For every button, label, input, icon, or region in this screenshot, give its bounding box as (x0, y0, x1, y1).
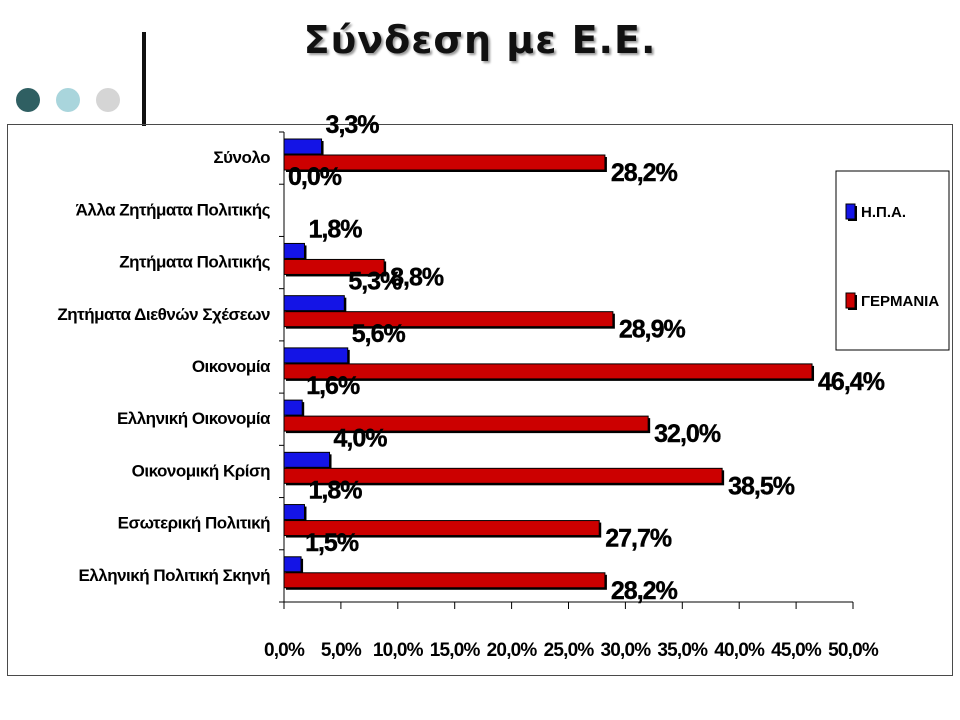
bar-usa (283, 138, 323, 155)
value-label-germany: 38,5% (728, 472, 795, 500)
x-tick-label: 45,0% (771, 640, 822, 661)
category-label: Οικονομία (192, 357, 271, 376)
value-label-usa: 1,8% (308, 215, 362, 243)
value-label-usa: 0,0% (288, 163, 342, 191)
category-label: Εσωτερική Πολιτική (118, 514, 270, 533)
category-label: Ζητήματα Πολιτικής (119, 253, 270, 272)
value-label-usa: 1,6% (306, 372, 360, 400)
bar-germany (283, 363, 813, 380)
x-tick-label: 5,0% (321, 640, 362, 661)
legend-label-germany: ΓΕΡΜΑΝΙΑ (861, 293, 939, 310)
bar-usa (283, 347, 349, 364)
legend-label-usa: Η.Π.Α. (861, 204, 906, 221)
value-label-usa: 1,5% (305, 529, 359, 557)
decorative-dot-dark (16, 88, 40, 112)
category-label: Ελληνική Πολιτική Σκηνή (78, 566, 270, 585)
legend-box (835, 170, 950, 351)
x-tick-label: 30,0% (600, 640, 651, 661)
chart-frame (7, 124, 953, 676)
value-label-germany: 28,2% (611, 159, 678, 187)
x-tick-label: 25,0% (544, 640, 595, 661)
bar-usa (283, 556, 302, 573)
axis-layer (279, 131, 854, 609)
value-label-germany: 8,8% (390, 263, 444, 291)
bar-usa (283, 504, 305, 521)
x-tick-label: 15,0% (430, 640, 481, 661)
bar-usa (283, 451, 331, 468)
bar-germany (283, 311, 614, 328)
x-tick-label: 40,0% (714, 640, 765, 661)
value-label-usa: 5,6% (352, 320, 406, 348)
x-tick-label: 0,0% (264, 640, 305, 661)
bars-layer (283, 138, 815, 590)
bar-germany (283, 572, 606, 589)
bar-usa (283, 242, 305, 259)
x-tick-label: 35,0% (657, 640, 708, 661)
value-label-germany: 46,4% (818, 368, 885, 396)
category-label: Άλλα Ζητήματα Πολιτικής (76, 200, 271, 219)
x-tick-label: 50,0% (828, 640, 879, 661)
value-label-germany: 28,2% (611, 577, 678, 605)
value-label-usa: 4,0% (334, 424, 388, 452)
legend-swatch-germany (845, 292, 856, 309)
bar-usa (283, 399, 303, 416)
bar-usa (283, 295, 345, 312)
category-label: Ζητήματα Διεθνών Σχέσεων (57, 305, 270, 324)
value-label-germany: 27,7% (605, 525, 672, 553)
title-divider (142, 32, 146, 126)
value-label-germany: 28,9% (619, 316, 686, 344)
value-label-usa: 1,8% (308, 477, 362, 505)
category-label: Οικονομική Κρίση (132, 461, 270, 480)
decorative-dot-grey (96, 88, 120, 112)
value-label-usa: 5,3% (348, 268, 402, 296)
category-label: Σύνολο (213, 148, 270, 167)
category-label: Ελληνική Οικονομία (117, 409, 271, 428)
value-label-usa: 3,3% (326, 111, 380, 139)
value-label-germany: 32,0% (654, 420, 721, 448)
labels-layer: Σύνολο 3,3% 28,2% Άλλα Ζητήματα Πολιτικής 0,… (57, 111, 886, 661)
legend: Η.Π.Α. ΓΕΡΜΑΝΙΑ (835, 170, 950, 351)
decorative-dot-light (56, 88, 80, 112)
legend-swatch-usa (845, 203, 856, 220)
slide-title: Σύνδεση με Ε.Ε. (303, 18, 657, 62)
x-tick-label: 20,0% (487, 640, 538, 661)
x-tick-label: 10,0% (373, 640, 424, 661)
